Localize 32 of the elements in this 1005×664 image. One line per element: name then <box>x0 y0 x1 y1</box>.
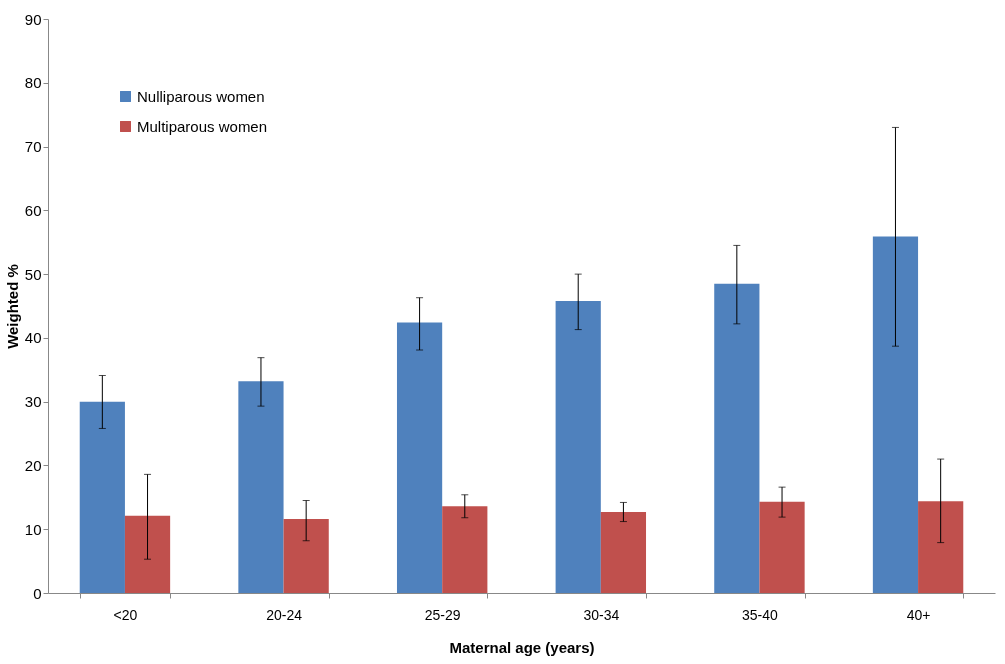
y-axis-title: Weighted % <box>3 264 21 349</box>
y-tick-label: 0 <box>33 584 42 602</box>
y-tick-label: 60 <box>24 201 42 219</box>
bar <box>283 519 329 593</box>
x-tick-label: 30-34 <box>583 606 620 623</box>
y-tick-label: 30 <box>24 393 42 411</box>
y-tick-label: 70 <box>24 138 42 156</box>
y-tick-label: 20 <box>24 456 42 474</box>
bar <box>555 300 601 593</box>
y-tick-label: 40 <box>24 329 42 347</box>
bar <box>238 381 284 593</box>
x-tick-label: 35-40 <box>742 606 779 623</box>
y-tick-label: 80 <box>24 74 42 92</box>
x-tick-label: 25-29 <box>424 606 461 623</box>
x-tick-label: 40+ <box>906 606 931 623</box>
bar <box>396 322 443 593</box>
bar <box>442 506 488 593</box>
bar <box>872 236 919 593</box>
bar <box>79 401 125 593</box>
y-tick-label: 90 <box>24 10 42 28</box>
legend-label: Nulliparous women <box>137 87 265 105</box>
bar <box>600 512 647 593</box>
bar <box>918 501 964 593</box>
x-tick-label: <20 <box>113 606 138 623</box>
bar <box>714 283 760 593</box>
y-tick-label: 10 <box>24 520 42 538</box>
y-tick-label: 50 <box>24 265 42 283</box>
bar <box>759 501 805 593</box>
x-axis-title: Maternal age (years) <box>449 638 595 656</box>
legend-label: Multiparous women <box>137 117 268 135</box>
x-tick-label: 20-24 <box>266 606 303 623</box>
bar <box>124 515 171 593</box>
